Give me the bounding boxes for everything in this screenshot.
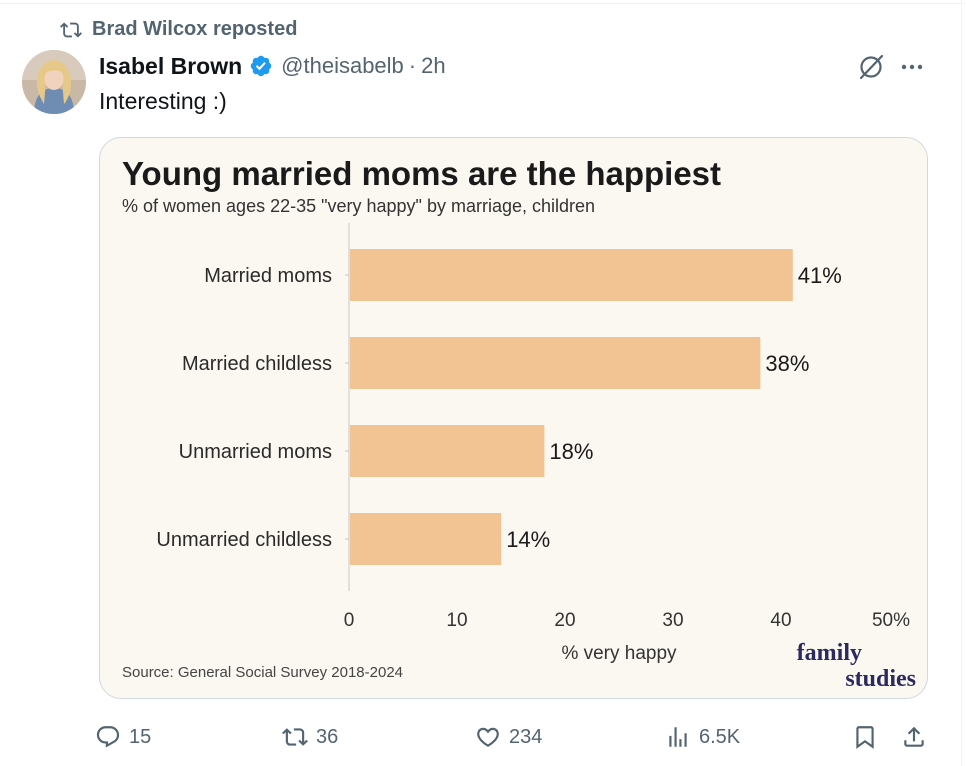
tweet-text: Interesting :) <box>99 88 227 114</box>
category-label: Married moms <box>204 265 332 287</box>
category-label: Unmarried moms <box>179 441 332 463</box>
views-button[interactable]: 6.5K <box>665 722 740 752</box>
reply-icon <box>95 724 121 750</box>
more-options-icon[interactable] <box>896 52 928 82</box>
author-name[interactable]: Isabel Brown <box>99 52 243 79</box>
bookmark-button[interactable] <box>852 722 878 752</box>
x-tick-label: 10 <box>446 610 467 631</box>
reply-count: 15 <box>129 725 152 748</box>
family-studies-logo: family studies <box>797 640 916 692</box>
share-icon <box>901 724 927 750</box>
bar <box>350 513 502 565</box>
category-label: Unmarried childless <box>156 529 332 551</box>
x-tick-label: 40 <box>770 610 791 631</box>
separator-dot: · <box>408 53 417 78</box>
bar <box>350 337 761 389</box>
bar-value-label: 14% <box>506 527 550 552</box>
bar <box>350 425 545 477</box>
timestamp[interactable]: 2h <box>421 53 446 78</box>
reply-button[interactable]: 15 <box>95 722 151 752</box>
x-tick-label: 30 <box>662 610 683 631</box>
tweet-header: Isabel Brown @theisabelb · 2h <box>99 50 446 82</box>
tweet-media-image[interactable]: Young married moms are the happiest % of… <box>99 137 928 699</box>
bar-value-label: 18% <box>549 439 593 464</box>
x-tick-label: 50% <box>872 610 910 631</box>
verified-badge-icon[interactable] <box>249 54 273 78</box>
category-label: Married childless <box>182 353 332 375</box>
repost-action-icon <box>282 724 308 750</box>
repost-context: Brad Wilcox reposted <box>60 18 297 41</box>
grok-icon[interactable] <box>856 52 886 82</box>
top-divider <box>0 0 966 4</box>
bar <box>350 249 793 301</box>
repost-icon <box>60 19 82 41</box>
views-count: 6.5K <box>699 725 741 748</box>
x-tick-label: 20 <box>554 610 575 631</box>
chart-subtitle: % of women ages 22-35 "very happy" by ma… <box>122 196 595 216</box>
right-divider <box>961 0 962 766</box>
heart-icon <box>475 724 501 750</box>
logo-line-2: studies <box>845 666 916 692</box>
repost-button[interactable]: 36 <box>282 722 338 752</box>
bar-value-label: 38% <box>765 351 809 376</box>
bar-chart: Young married moms are the happiest % of… <box>122 155 916 692</box>
x-tick-label: 0 <box>344 610 355 631</box>
share-button[interactable] <box>901 722 927 752</box>
like-button[interactable]: 234 <box>475 722 542 752</box>
x-axis-label: % very happy <box>561 643 677 664</box>
reposter-link[interactable]: Brad Wilcox reposted <box>92 18 298 40</box>
repost-count: 36 <box>316 725 339 748</box>
avatar[interactable] <box>22 50 86 114</box>
like-count: 234 <box>509 725 543 748</box>
bar-value-label: 41% <box>798 263 842 288</box>
views-icon <box>665 724 691 750</box>
logo-line-1: family <box>797 640 862 666</box>
tweet-action-bar: 15 36 234 6.5K <box>95 722 930 752</box>
chart-title: Young married moms are the happiest <box>122 155 721 192</box>
chart-source: Source: General Social Survey 2018-2024 <box>122 664 403 681</box>
bookmark-icon <box>852 724 878 750</box>
author-handle[interactable]: @theisabelb <box>281 53 404 78</box>
